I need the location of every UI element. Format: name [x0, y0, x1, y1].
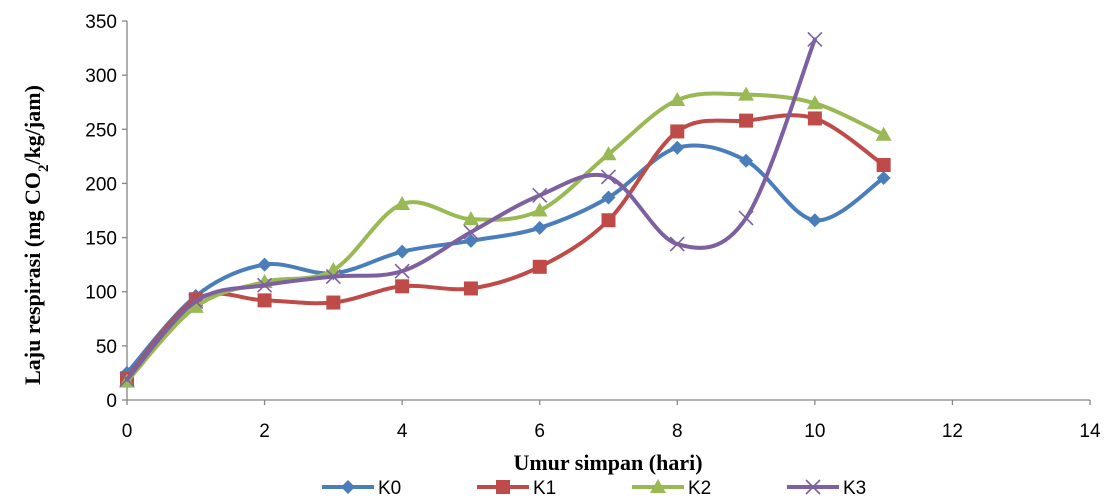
data-point-k2	[531, 202, 548, 217]
series-line-k1	[125, 113, 886, 381]
data-point-k0	[739, 153, 754, 168]
data-point-k1	[807, 111, 822, 126]
data-point-k2	[394, 196, 411, 211]
data-point-k3	[188, 293, 204, 310]
data-point-k3	[463, 224, 479, 240]
y-tick-label: 50	[96, 337, 117, 358]
data-point-k3	[738, 210, 754, 226]
data-point-k2	[806, 95, 823, 110]
data-point-k0	[395, 244, 410, 259]
x-tick-label: 6	[534, 421, 545, 442]
data-point-k1	[739, 113, 754, 128]
y-axis-title-main: Laju respirasi (mg CO	[20, 172, 45, 385]
data-point-k1	[395, 279, 410, 294]
data-point-k1	[601, 213, 616, 228]
data-point-k3	[325, 268, 341, 285]
legend: K0 K1 K2 K3	[322, 478, 866, 498]
y-tick-label: 250	[85, 120, 117, 141]
legend-item-k2: K2	[632, 478, 711, 498]
data-point-k0	[532, 220, 547, 235]
legend-marker-k0	[341, 480, 355, 494]
legend-item-k3: K3	[787, 478, 866, 498]
data-point-k3	[394, 263, 410, 279]
x-tick-label: 8	[672, 421, 683, 442]
data-point-k0	[601, 190, 616, 205]
data-point-k2	[875, 126, 892, 141]
y-axis-title: Laju respirasi (mg CO2/kg/jam)	[20, 85, 52, 385]
y-axis-title-group: Laju respirasi (mg CO2/kg/jam)	[20, 85, 52, 385]
legend-marker-k2	[650, 479, 666, 493]
legend-item-k1: K1	[477, 478, 556, 498]
data-point-k3	[532, 187, 548, 203]
data-point-k0	[257, 257, 272, 272]
legend-marker-k1	[496, 480, 510, 494]
x-tick-label: 4	[397, 421, 408, 442]
data-point-k2	[462, 211, 479, 226]
data-point-k0	[876, 171, 891, 186]
data-point-k3	[807, 31, 823, 47]
data-point-k2	[738, 86, 755, 101]
legend-item-k0: K0	[322, 478, 401, 498]
y-tick-label: 300	[85, 66, 117, 87]
series-line-k0	[125, 143, 886, 375]
x-tick-label: 2	[259, 421, 270, 442]
y-tick-label: 0	[106, 391, 117, 412]
series-line-k3	[125, 37, 817, 382]
y-tick-label: 200	[85, 174, 117, 195]
x-axis-title: Umur simpan (hari)	[513, 450, 702, 475]
data-point-k3	[600, 169, 617, 185]
y-tick-label: 100	[85, 283, 117, 304]
data-point-k3	[257, 277, 273, 293]
legend-label-k0: K0	[378, 478, 401, 498]
x-tick-label: 14	[1079, 421, 1101, 442]
data-point-k1	[463, 281, 478, 296]
data-point-k0	[807, 213, 822, 228]
x-tick-label: 10	[804, 421, 825, 442]
x-tick-label: 0	[122, 421, 133, 442]
data-point-k0	[670, 140, 685, 155]
series-k1	[120, 111, 891, 386]
series-k3	[119, 31, 823, 387]
legend-marker-k3	[805, 479, 821, 495]
series-layer	[119, 31, 892, 388]
data-point-k1	[257, 293, 272, 308]
data-point-k1	[876, 158, 891, 173]
axes: 0 50 100 150 200 250 300 350 0 2 4 6 8 10 12 14	[85, 12, 1101, 442]
series-line-k2	[125, 91, 886, 384]
series-k0	[120, 140, 891, 380]
y-tick-label: 350	[85, 12, 117, 33]
data-point-k3	[119, 371, 135, 387]
data-point-k1	[670, 124, 685, 139]
data-point-k2	[187, 298, 204, 313]
data-point-k2	[600, 146, 617, 161]
legend-label-k1: K1	[533, 478, 556, 498]
y-tick-label: 150	[85, 229, 117, 250]
y-axis-title-subscript: 2	[36, 165, 52, 173]
legend-label-k2: K2	[688, 478, 711, 498]
data-point-k0	[463, 233, 478, 248]
data-point-k1	[532, 259, 547, 274]
y-axis-title-tail: /kg/jam)	[20, 85, 45, 165]
data-point-k3	[669, 236, 685, 252]
data-point-k1	[326, 295, 341, 310]
data-point-k2	[669, 92, 686, 107]
legend-label-k3: K3	[843, 478, 866, 498]
x-tick-label: 12	[942, 421, 963, 442]
